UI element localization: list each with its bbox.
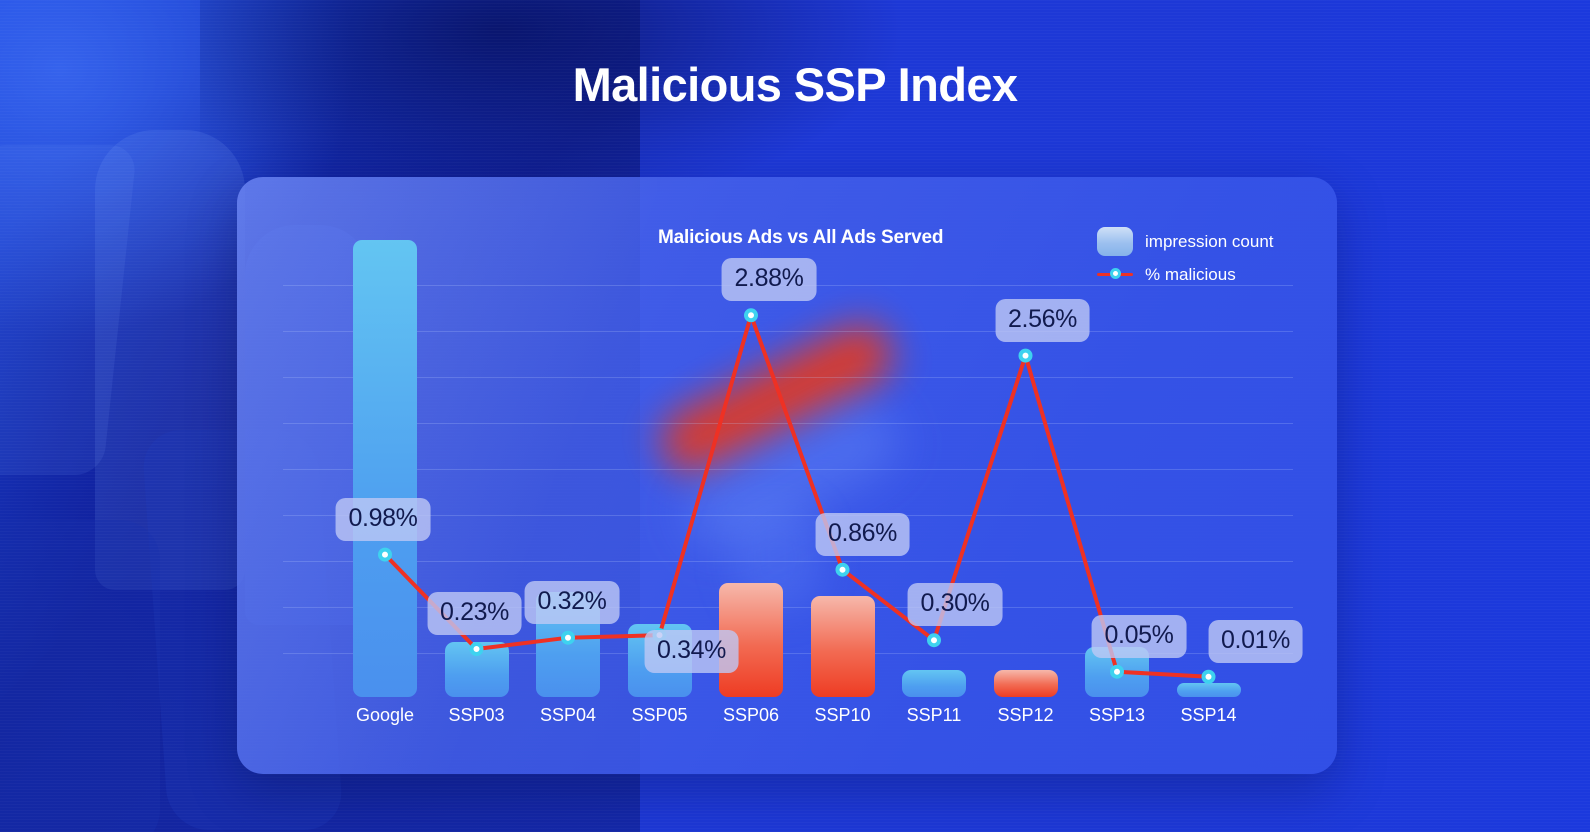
bar[interactable]: [1176, 683, 1241, 697]
background-shape-5: [0, 520, 160, 832]
page-title: Malicious SSP Index: [572, 58, 1018, 111]
x-axis-label: SSP03: [448, 705, 505, 725]
data-label: 0.01%: [1208, 619, 1303, 663]
x-axis-label: Google: [355, 705, 415, 725]
x-axis-label: SSP13: [1088, 705, 1146, 725]
line-marker[interactable]: [378, 547, 392, 562]
gridline: [283, 607, 1293, 608]
x-axis-label: SSP14: [1180, 705, 1237, 725]
data-label: 0.23%: [427, 592, 522, 636]
line-marker[interactable]: [835, 562, 850, 577]
chart-legend: impression count % malicious: [1097, 225, 1274, 291]
gridline: [283, 331, 1293, 332]
x-axis-label: SSP11: [906, 705, 962, 725]
gridline: [283, 515, 1293, 516]
gridline: [283, 561, 1293, 562]
gridline: [283, 377, 1293, 378]
line-marker[interactable]: [1018, 348, 1033, 363]
background-shape-2: [95, 130, 245, 590]
data-label: 0.34%: [644, 630, 739, 674]
x-axis-label: SSP12: [997, 705, 1054, 725]
gridline: [283, 469, 1293, 470]
legend-item-percent-malicious[interactable]: % malicious: [1097, 258, 1274, 291]
data-label: 0.32%: [524, 580, 620, 624]
chart-card: [237, 177, 1337, 774]
bar[interactable]: [993, 669, 1058, 697]
legend-line-marker: [1110, 268, 1121, 279]
legend-line-icon: [1097, 260, 1133, 289]
x-axis-label: SSP04: [539, 705, 597, 725]
line-path: [383, 313, 1211, 679]
bar[interactable]: [353, 240, 417, 697]
bar[interactable]: [902, 669, 966, 697]
x-axis-label: SSP06: [722, 705, 780, 725]
data-label: 0.86%: [815, 512, 910, 556]
line-marker[interactable]: [927, 633, 941, 648]
gridline: [283, 653, 1293, 654]
legend-swatch-icon: [1097, 227, 1133, 256]
data-label: 0.05%: [1091, 614, 1187, 658]
data-label: 0.30%: [907, 583, 1003, 627]
legend-label: % malicious: [1145, 264, 1236, 284]
chart-title: Malicious Ads vs All Ads Served: [658, 227, 944, 248]
x-axis: Google SSP03 SSP04 SSP05 SSP06 SSP10 SSP11 SSP1…: [283, 705, 1293, 731]
x-axis-label: SSP10: [814, 705, 871, 725]
data-label: 0.98%: [335, 497, 431, 541]
legend-label: impression count: [1145, 231, 1274, 251]
bar[interactable]: [810, 596, 875, 697]
data-label: 2.56%: [995, 298, 1090, 342]
data-label: 2.88%: [721, 258, 817, 302]
line-marker[interactable]: [469, 642, 484, 657]
line-marker[interactable]: [561, 630, 575, 645]
line-marker[interactable]: [1201, 669, 1216, 684]
plot-area: 0.98% 0.23% 0.32% 0.34% 2.88% 0.86% 0.30% 2.56%…: [283, 240, 1303, 697]
line-marker[interactable]: [744, 308, 758, 323]
legend-item-impression-count[interactable]: impression count: [1097, 225, 1274, 258]
line-marker[interactable]: [1110, 664, 1124, 679]
x-axis-label: SSP05: [631, 705, 688, 725]
